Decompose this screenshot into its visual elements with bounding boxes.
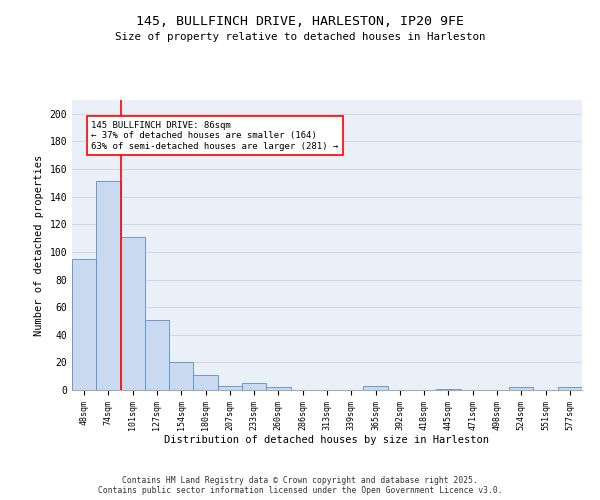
Bar (96, 182, 121, 390)
Bar (509, 387, 533, 390)
Text: 145 BULLFINCH DRIVE: 86sqm
← 37% of detached houses are smaller (164)
63% of sem: 145 BULLFINCH DRIVE: 86sqm ← 37% of deta… (91, 120, 338, 150)
Text: 145, BULLFINCH DRIVE, HARLESTON, IP20 9FE: 145, BULLFINCH DRIVE, HARLESTON, IP20 9F… (136, 15, 464, 28)
Bar (218, 386, 242, 390)
Bar (145, 320, 169, 390)
Bar (72, 259, 96, 390)
X-axis label: Distribution of detached houses by size in Harleston: Distribution of detached houses by size … (164, 436, 490, 446)
Bar (169, 362, 193, 390)
Y-axis label: Number of detached properties: Number of detached properties (34, 154, 44, 336)
Bar (558, 387, 582, 390)
Bar (266, 387, 290, 390)
Bar (364, 386, 388, 390)
Bar (121, 236, 145, 390)
Text: Size of property relative to detached houses in Harleston: Size of property relative to detached ho… (115, 32, 485, 42)
Bar (193, 375, 218, 390)
Bar (242, 383, 266, 390)
Text: Contains HM Land Registry data © Crown copyright and database right 2025.
Contai: Contains HM Land Registry data © Crown c… (98, 476, 502, 495)
Bar (436, 388, 461, 390)
